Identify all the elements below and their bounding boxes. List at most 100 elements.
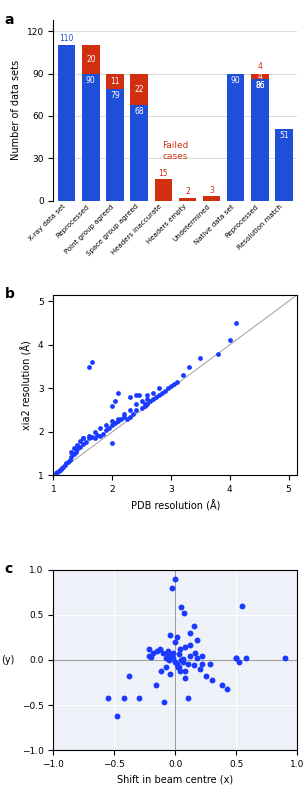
Point [98, 430, 103, 442]
Point [188, 639, 192, 652]
Point [101, 428, 106, 441]
Point [63, 458, 68, 471]
Point [198, 352, 203, 364]
Point [227, 334, 232, 347]
Point [98, 422, 103, 434]
Point [104, 419, 109, 432]
Point [56, 464, 61, 477]
Point [86, 360, 91, 373]
Bar [82, 74, 99, 201]
Point [224, 683, 229, 696]
Bar [131, 74, 148, 105]
Point [188, 650, 192, 663]
Point [174, 376, 179, 388]
Point [183, 672, 188, 684]
Point [113, 417, 117, 430]
Point [80, 432, 85, 445]
Point [145, 388, 150, 401]
Point [77, 441, 82, 453]
Text: 4: 4 [257, 71, 262, 81]
Bar [179, 198, 196, 201]
Point [200, 657, 205, 670]
Point [60, 461, 65, 474]
Point [73, 445, 78, 458]
Point [186, 360, 191, 373]
Point [195, 634, 200, 646]
Point [169, 380, 174, 392]
Point [89, 431, 94, 444]
Point [127, 410, 132, 423]
Point [142, 397, 147, 410]
Point [170, 652, 175, 665]
Text: 79: 79 [110, 91, 120, 100]
Point [133, 397, 138, 410]
Point [234, 652, 239, 665]
Point [158, 665, 163, 677]
Bar [251, 74, 269, 79]
Point [113, 395, 117, 408]
Point [183, 641, 188, 653]
Point [207, 657, 212, 670]
Point [86, 430, 91, 442]
Point [55, 465, 60, 478]
Bar [251, 79, 269, 201]
Y-axis label: (y): (y) [1, 655, 15, 665]
Bar [58, 45, 75, 201]
Point [95, 429, 100, 441]
Point [178, 665, 183, 677]
Point [203, 670, 208, 683]
Point [127, 670, 131, 683]
Point [170, 646, 175, 659]
Point [80, 437, 85, 450]
Point [86, 432, 91, 445]
Point [183, 665, 188, 677]
Point [174, 631, 179, 644]
Point [160, 387, 165, 399]
Point [188, 626, 192, 639]
Text: b: b [5, 287, 14, 302]
Text: 11: 11 [110, 77, 120, 86]
Point [116, 414, 120, 427]
Text: Failed
cases: Failed cases [162, 141, 188, 160]
Point [180, 655, 185, 668]
Point [233, 317, 238, 330]
Point [80, 432, 85, 445]
Point [179, 601, 184, 614]
Y-axis label: xia2 resolution (Å): xia2 resolution (Å) [21, 340, 32, 430]
Point [166, 648, 170, 661]
Text: 15: 15 [159, 169, 168, 178]
Point [64, 457, 69, 469]
Text: 51: 51 [279, 131, 289, 140]
Point [127, 391, 132, 403]
Point [106, 692, 111, 704]
Text: 86: 86 [255, 81, 265, 91]
Point [234, 652, 239, 665]
Point [168, 628, 173, 641]
Point [69, 451, 74, 464]
Point [173, 572, 178, 585]
Bar [155, 179, 172, 201]
Point [127, 404, 132, 417]
Point [71, 442, 76, 455]
Point [139, 395, 144, 408]
Point [157, 642, 162, 655]
Point [175, 661, 180, 673]
Text: 4: 4 [257, 63, 262, 71]
Text: 110: 110 [59, 34, 74, 43]
Point [200, 650, 205, 663]
Point [162, 696, 167, 708]
Point [163, 384, 167, 397]
Point [121, 408, 126, 421]
Point [148, 395, 153, 408]
Point [236, 655, 241, 668]
Point [67, 453, 72, 466]
Point [169, 652, 174, 665]
Point [59, 463, 63, 476]
Point [77, 434, 82, 447]
Point [163, 661, 168, 673]
Point [116, 387, 120, 399]
Point [157, 388, 162, 401]
Text: c: c [5, 562, 13, 576]
Point [244, 652, 249, 665]
Text: 90: 90 [231, 75, 241, 85]
